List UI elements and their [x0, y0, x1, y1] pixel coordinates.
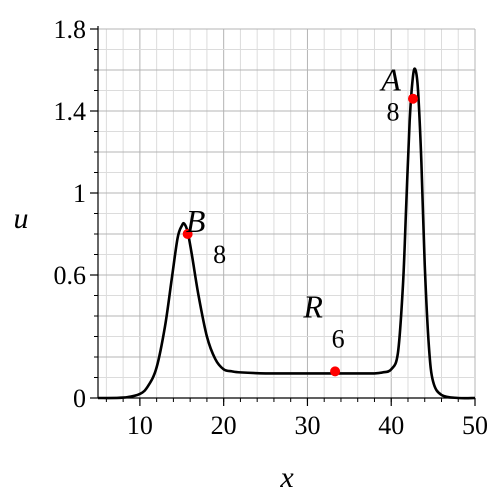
series-line	[97, 67, 476, 400]
x-tick-label: 10	[127, 411, 153, 440]
x-tick-label: 30	[294, 411, 320, 440]
point-label-r: R	[302, 288, 323, 324]
point-label-a: A	[379, 62, 401, 98]
y-tick-label: 1.8	[54, 15, 87, 44]
series-layer	[97, 67, 476, 400]
y-tick-label: 0.6	[54, 261, 87, 290]
x-axis-label: x	[279, 461, 294, 494]
axis-ticks	[90, 26, 476, 406]
grid	[98, 28, 476, 398]
data-point-b	[182, 229, 193, 239]
y-tick-label: 0	[73, 384, 86, 413]
x-tick-label: 40	[378, 411, 404, 440]
point-sublabel-r: 6	[332, 324, 345, 353]
y-axis-label: u	[14, 202, 29, 235]
y-tick-label: 1	[73, 179, 86, 208]
data-point-a	[408, 93, 419, 104]
tick-labels: 10 20 30 40 50 0 0.6 1 1.4 1.8	[54, 15, 489, 440]
y-tick-label: 1.4	[54, 97, 87, 126]
x-tick-label: 50	[462, 411, 488, 440]
point-sublabel-a: 8	[387, 98, 400, 127]
point-sublabel-b: 8	[213, 240, 226, 269]
x-tick-label: 20	[211, 411, 237, 440]
point-label-b: B	[186, 203, 206, 239]
data-point-r	[330, 366, 341, 377]
